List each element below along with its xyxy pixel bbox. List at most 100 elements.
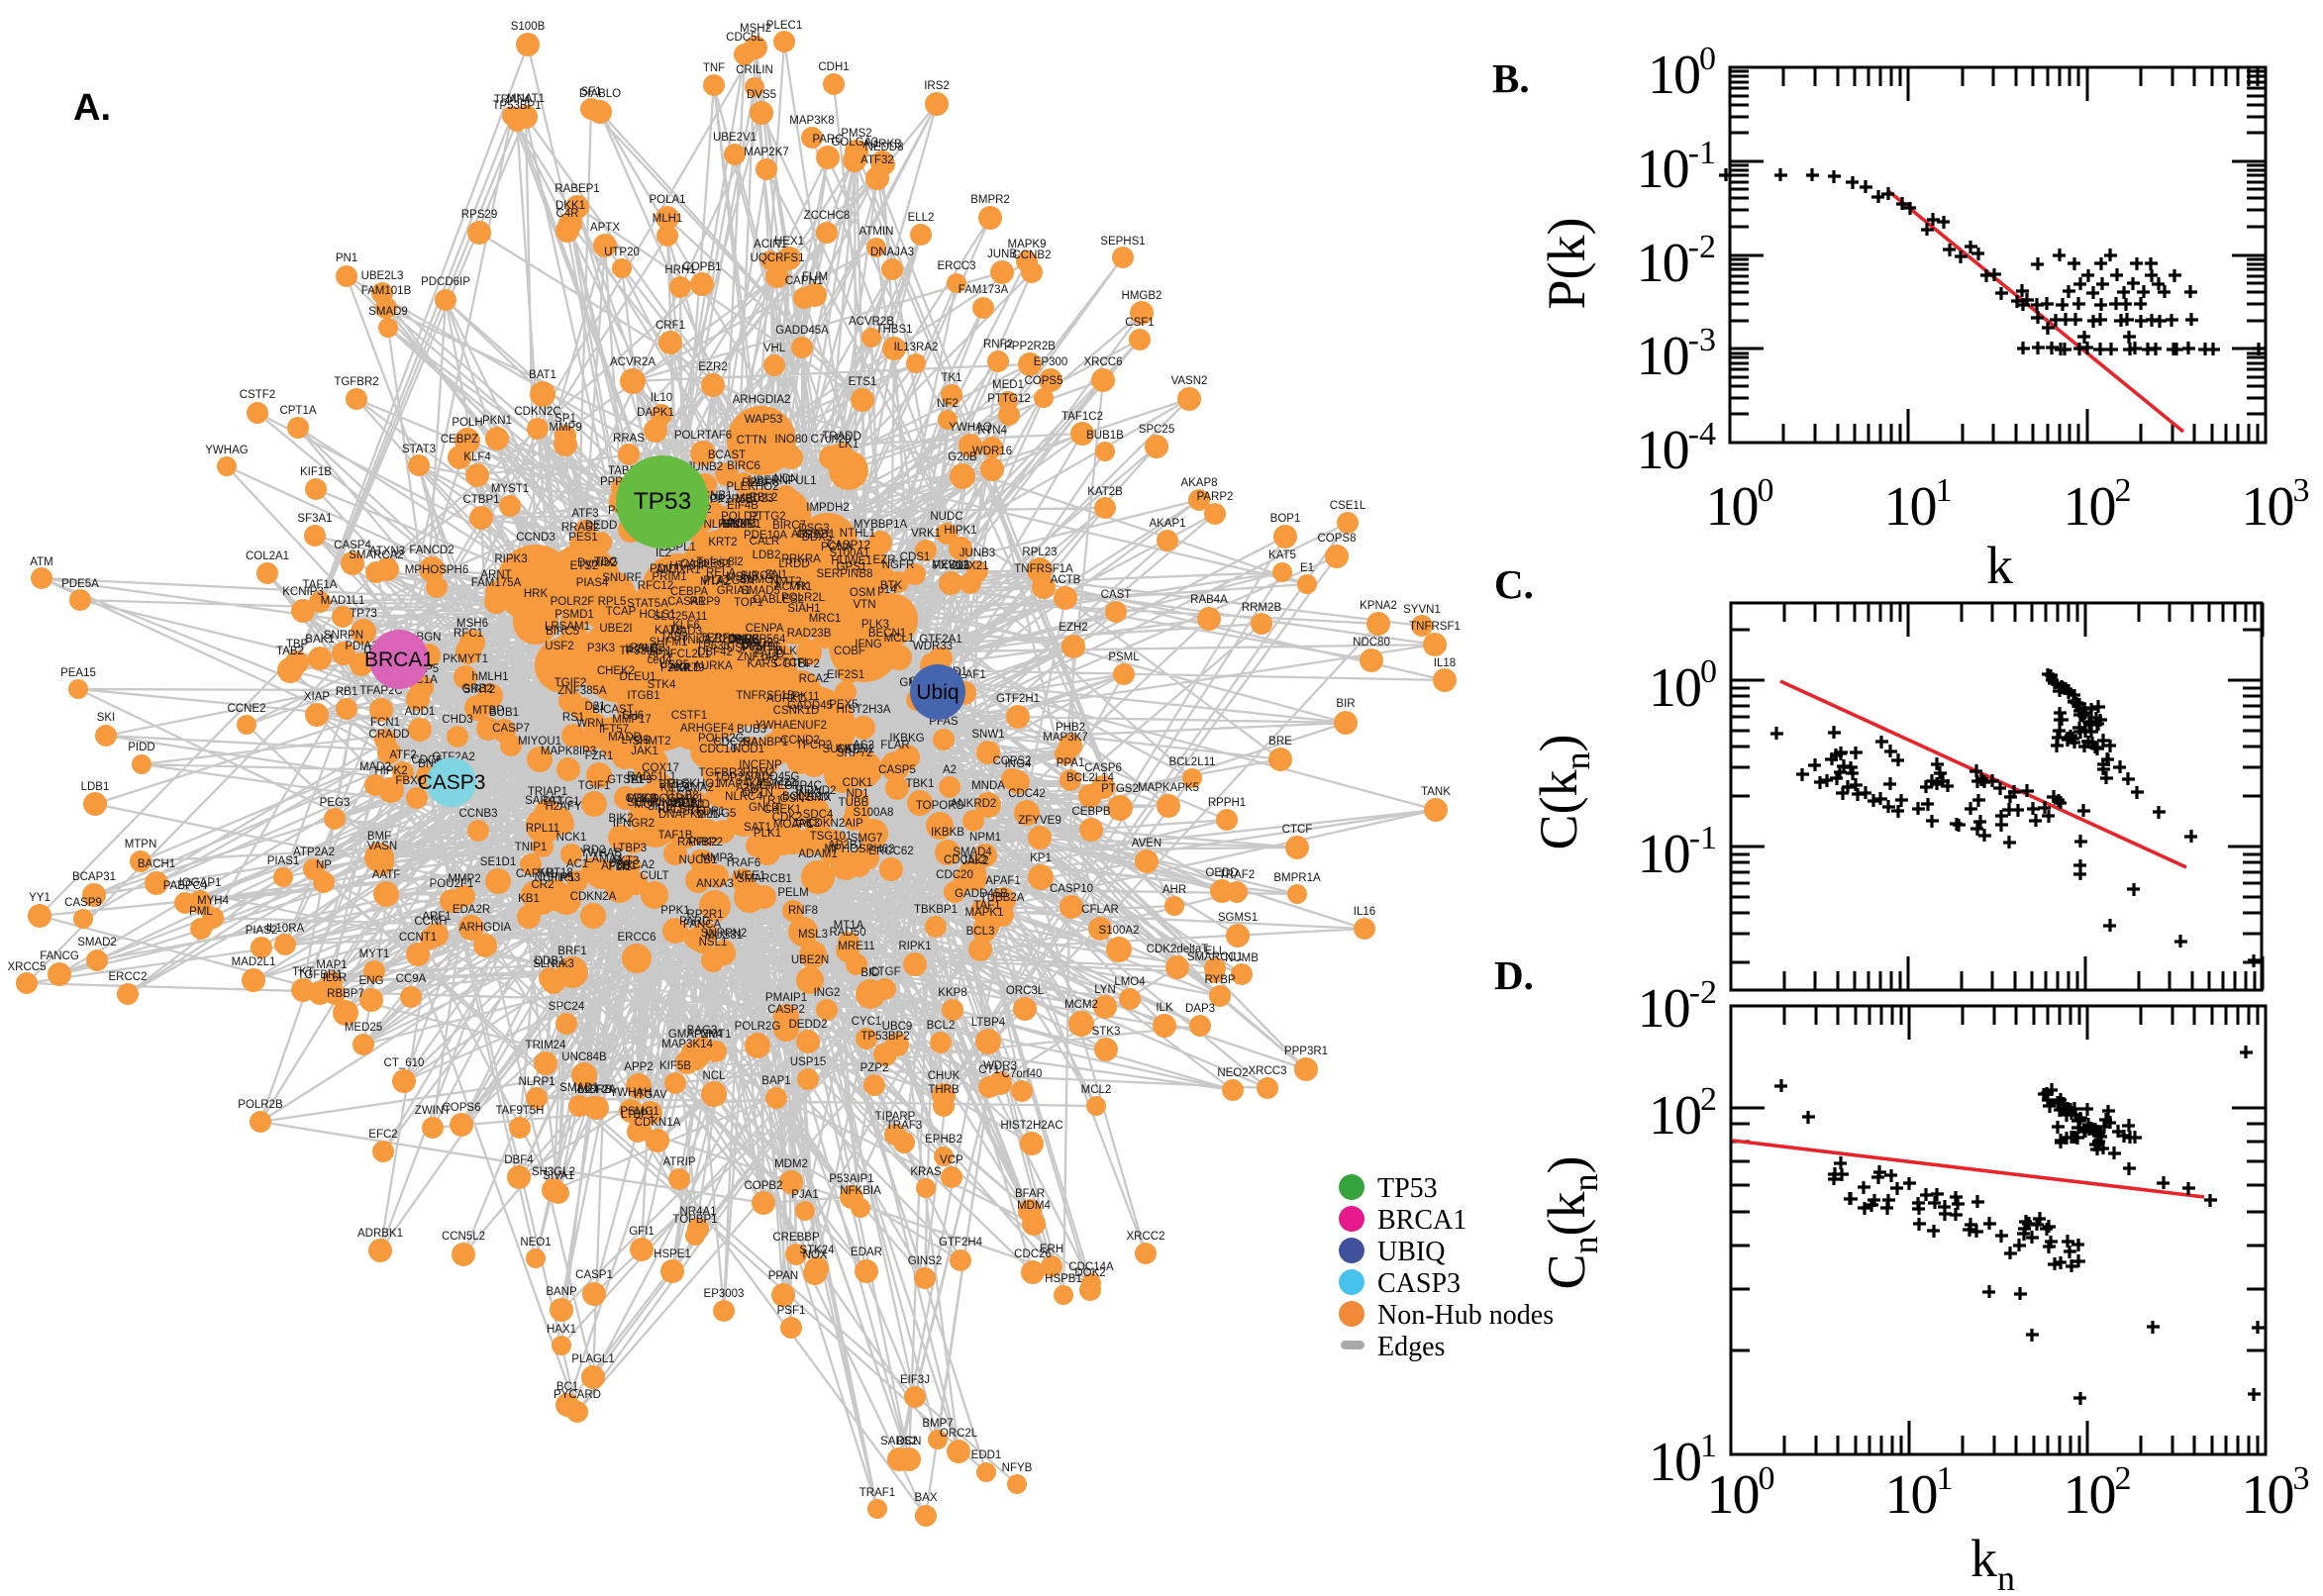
svg-text:POLR2L: POLR2L <box>781 592 826 604</box>
svg-text:LTBP3: LTBP3 <box>613 843 647 854</box>
svg-text:SERPINB8: SERPINB8 <box>817 568 873 580</box>
svg-text:SUMO2: SUMO2 <box>823 744 863 755</box>
svg-text:DEDD2: DEDD2 <box>789 1019 828 1031</box>
svg-text:FCN1: FCN1 <box>370 717 400 729</box>
svg-text:RAD51L1: RAD51L1 <box>627 771 676 783</box>
svg-text:MPHOSPH6: MPHOSPH6 <box>405 564 469 576</box>
svg-text:CDC26: CDC26 <box>1014 1248 1052 1260</box>
svg-text:MNDA: MNDA <box>971 780 1005 792</box>
svg-text:JAK1: JAK1 <box>631 746 658 757</box>
svg-text:HSPE1: HSPE1 <box>654 1248 691 1260</box>
svg-text:PLEC1: PLEC1 <box>766 20 802 32</box>
svg-text:KIF2C: KIF2C <box>660 782 693 794</box>
svg-text:A2M: A2M <box>736 782 759 794</box>
svg-text:P53AIP1: P53AIP1 <box>829 1173 873 1185</box>
svg-text:UBE2V1: UBE2V1 <box>713 132 757 144</box>
svg-text:GPS1: GPS1 <box>837 561 867 573</box>
svg-text:AVEN: AVEN <box>1132 838 1162 849</box>
svg-text:STAT3: STAT3 <box>402 444 436 455</box>
svg-text:ITGAV: ITGAV <box>634 1089 667 1101</box>
svg-text:MPHOSPH62: MPHOSPH62 <box>825 844 895 855</box>
svg-text:MDM4: MDM4 <box>1017 1200 1051 1212</box>
svg-text:SMARCA2: SMARCA2 <box>349 549 404 561</box>
svg-text:p14: p14 <box>877 584 897 596</box>
svg-text:CT_610: CT_610 <box>384 1057 425 1069</box>
svg-text:RAD23B: RAD23B <box>787 628 832 640</box>
svg-text:Ubiq: Ubiq <box>916 681 959 704</box>
svg-text:MLH1: MLH1 <box>653 213 683 225</box>
svg-text:10-2: 10-2 <box>1637 229 1716 294</box>
svg-text:ENG: ENG <box>359 975 384 987</box>
svg-text:BCAST: BCAST <box>708 449 746 461</box>
svg-text:ABCB1: ABCB1 <box>666 798 704 810</box>
svg-text:MADD: MADD <box>608 732 642 744</box>
svg-text:GADD45B: GADD45B <box>955 888 1008 900</box>
svg-text:NMT1: NMT1 <box>700 1029 731 1041</box>
svg-text:PLEKHO1: PLEKHO1 <box>667 778 720 790</box>
svg-text:MT1A: MT1A <box>834 920 864 932</box>
svg-text:PEA15: PEA15 <box>60 667 96 679</box>
svg-text:SMAD4: SMAD4 <box>953 847 992 858</box>
svg-text:OSM: OSM <box>850 587 875 599</box>
svg-text:10-4: 10-4 <box>1637 416 1716 481</box>
svg-text:SMAD2: SMAD2 <box>77 937 117 948</box>
svg-text:DCCP4K1: DCCP4K1 <box>651 793 703 805</box>
svg-text:BRCA1: BRCA1 <box>1377 1205 1466 1236</box>
svg-text:TKT: TKT <box>292 966 314 978</box>
svg-text:IL2: IL2 <box>656 548 671 559</box>
svg-text:IL13RA2: IL13RA2 <box>894 342 939 353</box>
svg-text:AKAP8: AKAP8 <box>1180 477 1217 489</box>
svg-text:BMPR1A: BMPR1A <box>1273 872 1321 884</box>
svg-text:SARS2: SARS2 <box>880 1436 918 1447</box>
svg-text:kn: kn <box>1970 1529 2015 1596</box>
svg-text:CASP12: CASP12 <box>827 540 870 551</box>
svg-text:DCN: DCN <box>897 1436 922 1447</box>
svg-text:ILK: ILK <box>1156 1002 1173 1014</box>
svg-text:CASP3: CASP3 <box>1377 1268 1461 1299</box>
svg-text:EZR: EZR <box>873 554 896 566</box>
svg-text:S100A1: S100A1 <box>830 548 870 559</box>
svg-text:ND1: ND1 <box>846 788 868 800</box>
svg-text:BCL2L10: BCL2L10 <box>782 791 830 803</box>
svg-text:NUMB: NUMB <box>1225 952 1259 964</box>
svg-text:CASP5: CASP5 <box>878 764 916 776</box>
svg-text:CSTF2: CSTF2 <box>240 389 275 401</box>
svg-text:SAT1: SAT1 <box>744 822 771 834</box>
svg-text:HIPK1: HIPK1 <box>944 525 976 537</box>
svg-text:CSE1L: CSE1L <box>1330 500 1366 512</box>
svg-text:XRCC6: XRCC6 <box>1084 356 1123 368</box>
svg-text:SIAH1: SIAH1 <box>787 603 820 615</box>
svg-text:SARA1: SARA1 <box>525 795 562 807</box>
svg-text:SP1: SP1 <box>555 413 576 425</box>
svg-text:MAD3: MAD3 <box>670 626 702 638</box>
svg-text:PSMD1: PSMD1 <box>555 609 594 621</box>
svg-text:FLAR: FLAR <box>880 740 909 751</box>
svg-text:TNF: TNF <box>703 62 725 74</box>
svg-text:NEO2: NEO2 <box>1217 1067 1248 1079</box>
svg-text:EP300: EP300 <box>1034 356 1068 368</box>
svg-text:ATXN3: ATXN3 <box>369 546 405 557</box>
svg-text:CDS1: CDS1 <box>900 551 931 563</box>
svg-text:CREBBP: CREBBP <box>772 1232 820 1244</box>
svg-text:KIF1B: KIF1B <box>300 466 332 478</box>
svg-text:PPP2R5B: PPP2R5B <box>702 494 754 506</box>
svg-text:VASN2: VASN2 <box>1171 375 1208 387</box>
svg-text:PPA1: PPA1 <box>1057 757 1085 769</box>
svg-text:D.: D. <box>1494 952 1534 998</box>
svg-text:KLF4: KLF4 <box>463 451 491 463</box>
svg-text:TFCP2: TFCP2 <box>796 740 832 751</box>
svg-text:COPS5: COPS5 <box>1025 375 1063 387</box>
svg-text:CASP1: CASP1 <box>575 1269 613 1281</box>
svg-text:KRAS: KRAS <box>910 1166 942 1178</box>
svg-text:LRSAM1: LRSAM1 <box>545 621 590 633</box>
svg-text:PJA1: PJA1 <box>791 1189 819 1201</box>
svg-text:NLRC4: NLRC4 <box>725 791 762 803</box>
svg-text:CABLES2: CABLES2 <box>753 594 804 606</box>
svg-text:PRIM1: PRIM1 <box>652 571 686 583</box>
svg-text:TOP1: TOP1 <box>734 597 763 609</box>
svg-text:MUS81: MUS81 <box>705 930 743 942</box>
svg-text:INCENP: INCENP <box>739 759 782 771</box>
svg-text:TRAF2: TRAF2 <box>1219 869 1255 881</box>
svg-text:CSNK1D: CSNK1D <box>773 705 820 717</box>
svg-text:CDK1: CDK1 <box>843 777 873 789</box>
